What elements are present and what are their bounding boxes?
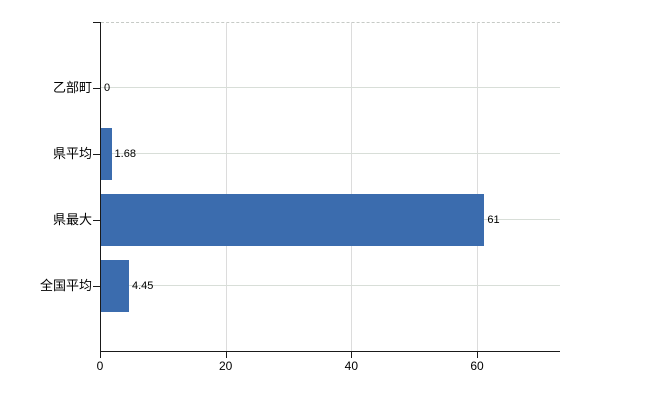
y-gridline xyxy=(101,285,560,286)
y-axis-tick xyxy=(93,220,100,221)
y-axis-tick xyxy=(93,88,100,89)
bar xyxy=(101,260,129,312)
y-gridline xyxy=(101,87,560,88)
value-label: 4.45 xyxy=(131,280,154,292)
y-axis-tick xyxy=(93,154,100,155)
x-gridline xyxy=(477,22,479,351)
value-label: 0 xyxy=(104,82,111,94)
x-tick-label: 60 xyxy=(470,359,484,373)
x-gridline xyxy=(351,22,353,351)
category-label: 県平均 xyxy=(52,146,92,161)
category-label: 全国平均 xyxy=(39,278,92,293)
x-axis-tick xyxy=(225,352,227,358)
bar xyxy=(101,194,485,246)
y-gridline xyxy=(101,153,560,154)
x-tick-label: 40 xyxy=(344,359,359,373)
x-axis-tick xyxy=(351,352,353,358)
bar xyxy=(101,128,112,180)
value-label: 61 xyxy=(487,214,500,226)
category-label: 乙部町 xyxy=(52,80,92,95)
x-axis-tick xyxy=(100,352,101,358)
x-axis-tick xyxy=(477,352,479,358)
y-axis-tick xyxy=(93,286,100,287)
plot-area xyxy=(100,22,560,352)
x-tick-label: 0 xyxy=(96,359,104,373)
x-gridline xyxy=(225,22,227,351)
y-axis-top-tick xyxy=(93,22,100,23)
plot-top-border xyxy=(101,22,560,23)
x-tick-label: 20 xyxy=(218,359,233,373)
category-label: 県最大 xyxy=(52,212,92,227)
value-label: 1.68 xyxy=(114,148,136,160)
